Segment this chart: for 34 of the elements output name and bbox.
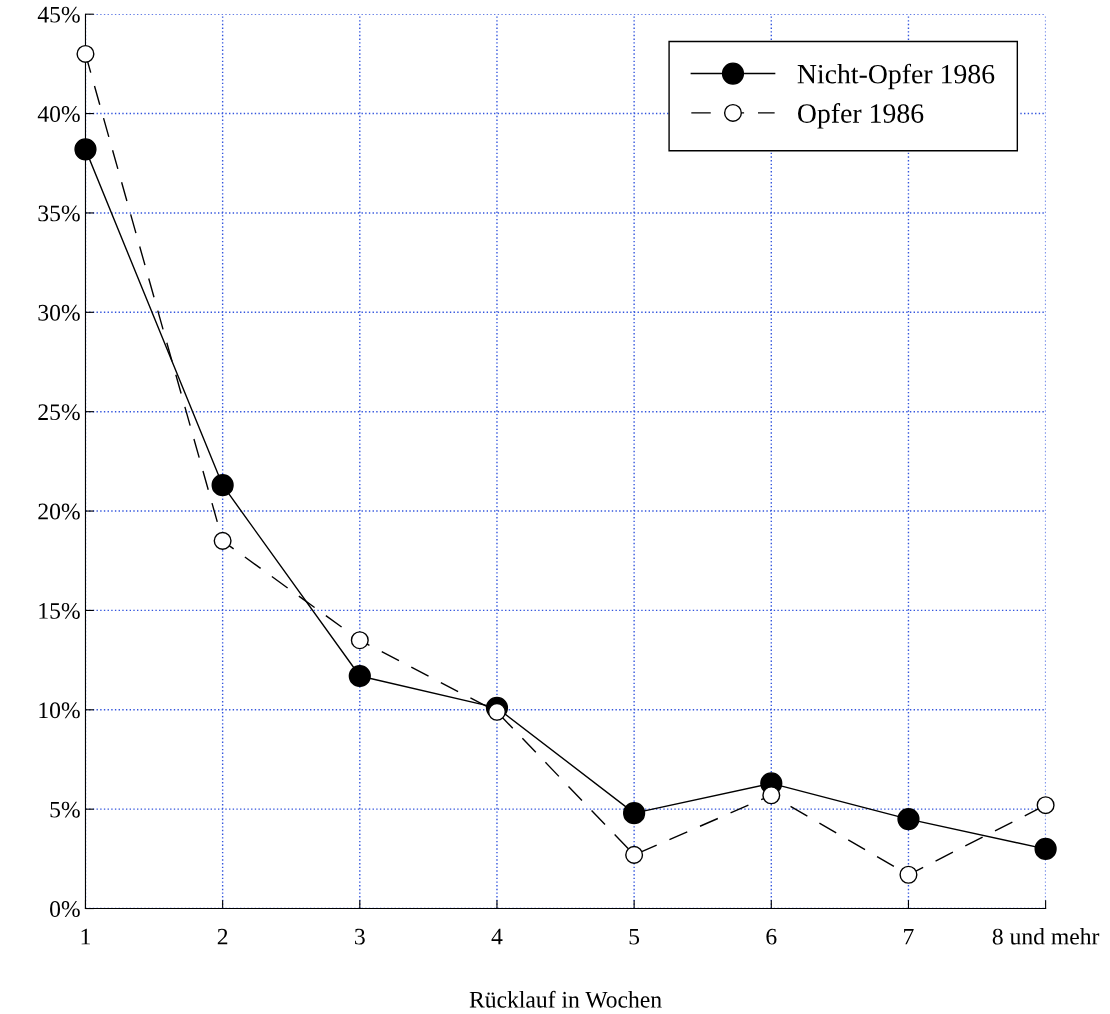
x-axis-title: Rücklauf in Wochen [469, 990, 662, 1008]
x-tick-label: 3 [355, 928, 365, 945]
point [76, 44, 95, 63]
y-tick-label: 0% [50, 901, 80, 918]
point [623, 802, 646, 825]
point [1036, 796, 1055, 815]
y-tick-label: 10% [39, 702, 80, 719]
point [211, 474, 234, 497]
y-tick-label: 45% [37, 6, 80, 23]
x-tick-label: 8 und mehr [992, 927, 1100, 945]
point [897, 807, 920, 831]
x-tick-label: 5 [629, 928, 640, 945]
y-tick-label: 20% [38, 503, 80, 520]
y-tick-label: 30% [38, 304, 80, 321]
y-tick-label: 35% [38, 205, 80, 222]
point [1034, 837, 1057, 861]
point [762, 786, 781, 805]
legend-label: Nicht-Opfer 1986 [797, 63, 995, 90]
y-tick-label: 25% [38, 404, 80, 421]
point [899, 865, 918, 884]
point [350, 631, 369, 650]
point [348, 664, 371, 688]
x-tick-label: 6 [766, 928, 777, 945]
x-tick-label: 7 [904, 928, 914, 945]
y-tick-label: 15% [39, 602, 80, 619]
x-tick-label: 2 [217, 928, 228, 945]
point [74, 138, 97, 161]
point [213, 531, 232, 550]
y-tick-label: 40% [37, 106, 80, 123]
y-tick-label: 5% [50, 801, 80, 818]
legend-label: Opfer 1986 [798, 103, 924, 129]
point [625, 845, 644, 864]
x-tick-label: 4 [491, 928, 503, 945]
x-tick-label: 1 [81, 928, 90, 945]
